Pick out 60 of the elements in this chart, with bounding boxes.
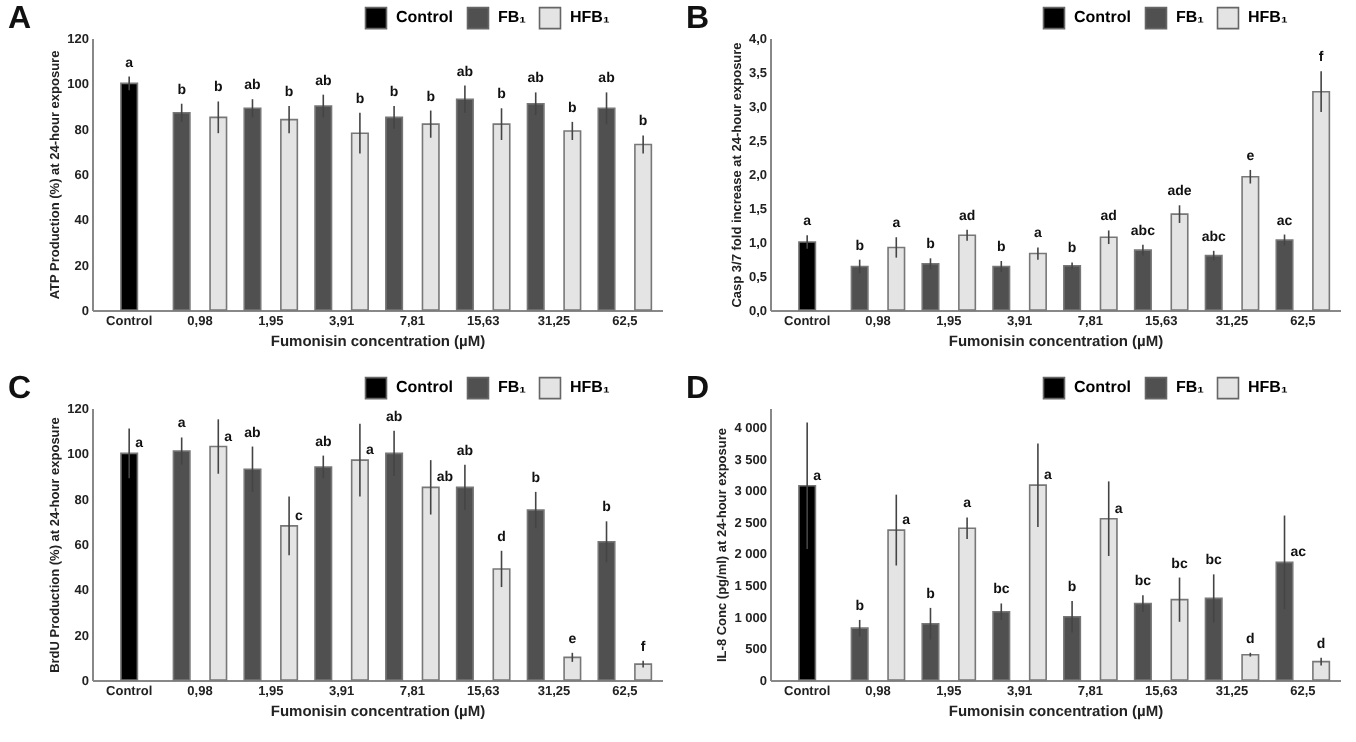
bar bbox=[492, 568, 511, 681]
legend-label: Control bbox=[396, 378, 453, 397]
legend-label: FB₁ bbox=[498, 8, 528, 27]
bar bbox=[563, 130, 582, 311]
chart-title: C bbox=[8, 372, 32, 408]
legend-label: Control bbox=[1074, 378, 1131, 397]
bar bbox=[1170, 598, 1189, 681]
bar bbox=[850, 627, 869, 681]
bar bbox=[280, 118, 299, 311]
legend-label: HFB₁ bbox=[1248, 8, 1289, 27]
bar bbox=[1241, 653, 1260, 681]
bar bbox=[1133, 249, 1152, 311]
bar bbox=[1028, 484, 1047, 681]
bar bbox=[1204, 254, 1223, 311]
bar bbox=[563, 656, 582, 681]
bar bbox=[1170, 213, 1189, 311]
bar bbox=[992, 610, 1011, 681]
legend-label: HFB₁ bbox=[570, 8, 611, 27]
bar bbox=[1312, 90, 1331, 311]
bar bbox=[1312, 660, 1331, 681]
bar bbox=[243, 107, 262, 311]
bar bbox=[850, 265, 869, 311]
bar bbox=[280, 525, 299, 681]
bar bbox=[1275, 239, 1294, 311]
legend-label: HFB₁ bbox=[1248, 378, 1289, 397]
legend-label: FB₁ bbox=[498, 378, 528, 397]
bar bbox=[1099, 236, 1118, 311]
chart-title: A bbox=[8, 2, 32, 38]
bar bbox=[209, 116, 228, 311]
chart-title: B bbox=[686, 2, 710, 38]
legend-label: Control bbox=[396, 8, 453, 27]
bar bbox=[421, 123, 440, 311]
bar bbox=[798, 241, 817, 311]
bar bbox=[1133, 602, 1152, 681]
bar bbox=[1063, 265, 1082, 311]
legend-label: FB₁ bbox=[1176, 8, 1206, 27]
bar bbox=[350, 459, 369, 681]
bar bbox=[1241, 175, 1260, 311]
chart-title: D bbox=[686, 372, 710, 408]
bar bbox=[958, 527, 977, 681]
bar bbox=[172, 112, 191, 311]
bar bbox=[421, 486, 440, 681]
bar bbox=[1028, 252, 1047, 311]
bar bbox=[634, 143, 653, 311]
bar bbox=[209, 445, 228, 681]
bar bbox=[887, 246, 906, 311]
legend-label: Control bbox=[1074, 8, 1131, 27]
legend-label: HFB₁ bbox=[570, 378, 611, 397]
bar bbox=[921, 262, 940, 311]
bar bbox=[120, 82, 139, 311]
bar bbox=[887, 529, 906, 681]
bar bbox=[492, 123, 511, 311]
bar bbox=[958, 234, 977, 311]
bar bbox=[120, 452, 139, 681]
bar bbox=[634, 663, 653, 681]
legend-label: FB₁ bbox=[1176, 378, 1206, 397]
bar bbox=[1099, 517, 1118, 681]
bar bbox=[350, 132, 369, 311]
bar bbox=[992, 265, 1011, 311]
bar bbox=[798, 485, 817, 681]
